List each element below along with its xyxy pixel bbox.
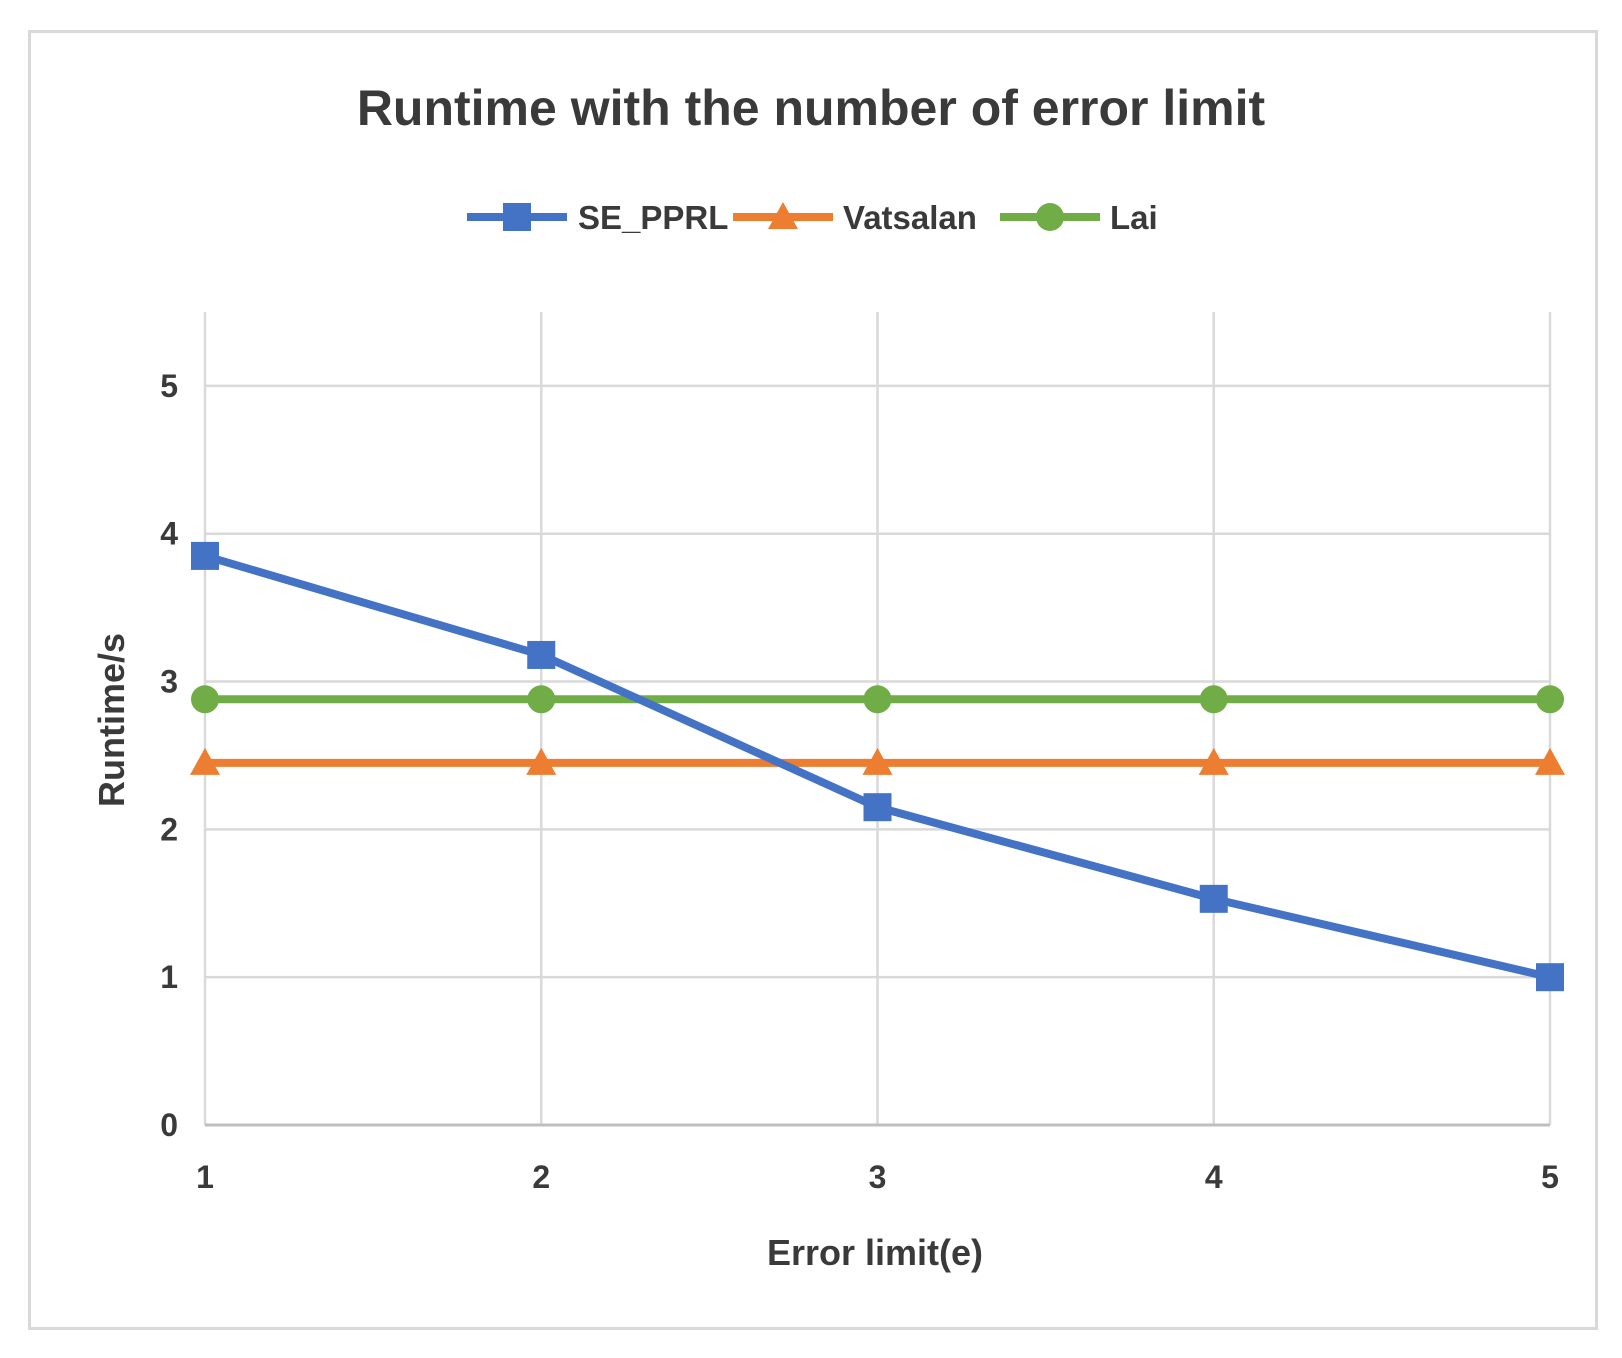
data-point-vatsalan (526, 747, 557, 775)
data-point-se-pprl (191, 541, 219, 570)
y-axis-ticks: 0 1 2 3 4 5 (160, 368, 178, 1143)
legend-label-vatsalan: Vatsalan (843, 199, 977, 236)
legend: SE_PPRL Vatsalan Lai (467, 199, 1158, 236)
x-tick-label: 5 (1541, 1159, 1559, 1195)
legend-label-se-pprl: SE_PPRL (578, 199, 728, 236)
data-point-vatsalan (190, 747, 220, 775)
legend-marker-vatsalan (768, 202, 798, 229)
x-axis-ticks: 1 2 3 4 5 (196, 1159, 1559, 1195)
gridlines (203, 312, 1552, 1127)
data-point-vatsalan (862, 747, 893, 775)
x-tick-label: 1 (196, 1159, 214, 1195)
data-point-se-pprl (1536, 963, 1564, 992)
y-tick-label: 3 (160, 664, 178, 700)
legend-label-lai: Lai (1110, 199, 1158, 236)
legend-marker-se-pprl (503, 203, 531, 231)
y-tick-label: 0 (160, 1107, 178, 1143)
x-tick-label: 4 (1205, 1159, 1223, 1195)
legend-marker-lai (1036, 203, 1064, 231)
data-point-se-pprl (863, 793, 892, 822)
y-tick-label: 2 (160, 811, 178, 847)
x-axis-title: Error limit(e) (767, 1232, 983, 1273)
data-point-se-pprl (1199, 884, 1228, 913)
legend-item-vatsalan: Vatsalan (733, 199, 977, 236)
x-tick-label: 3 (869, 1159, 887, 1195)
data-point-lai (527, 685, 556, 714)
data-point-lai (1199, 685, 1228, 714)
y-tick-label: 1 (160, 959, 178, 995)
data-point-vatsalan (1535, 747, 1565, 775)
data-point-se-pprl (527, 640, 556, 669)
data-point-lai (863, 685, 892, 714)
y-tick-label: 4 (160, 516, 178, 552)
data-point-vatsalan (1198, 747, 1229, 775)
series-markers (190, 541, 1565, 992)
chart-frame (28, 30, 1598, 1330)
y-axis-title: Runtime/s (91, 633, 132, 807)
data-point-lai (1536, 685, 1564, 714)
chart-title: Runtime with the number of error limit (357, 80, 1266, 136)
data-point-lai (191, 685, 219, 714)
x-tick-label: 2 (532, 1159, 550, 1195)
y-tick-label: 5 (160, 368, 178, 404)
legend-item-se-pprl: SE_PPRL (467, 199, 728, 236)
legend-item-lai: Lai (1000, 199, 1158, 236)
